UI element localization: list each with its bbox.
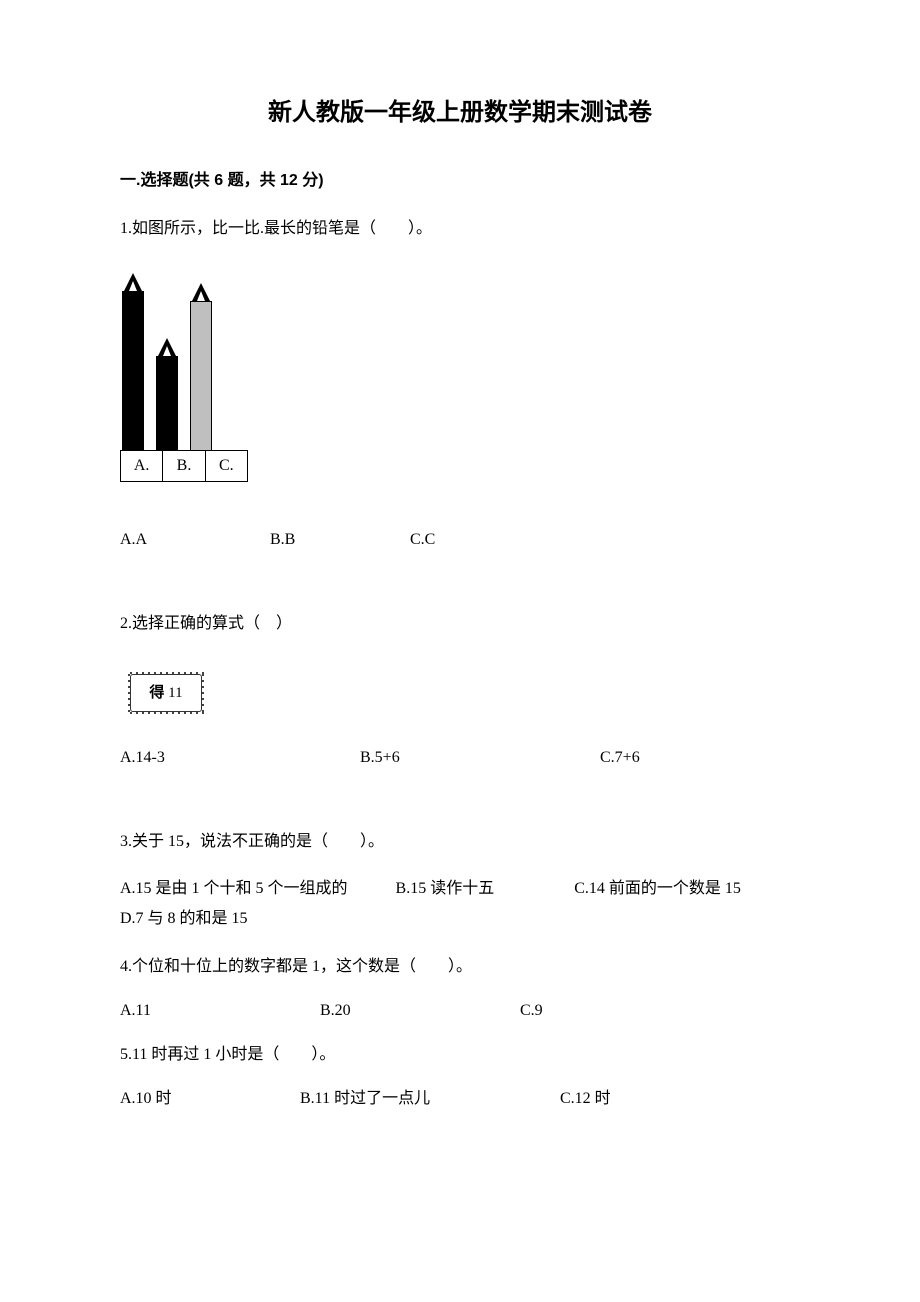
q5-option-a: A.10 时 — [120, 1087, 300, 1111]
pencil-label-b: B. — [163, 451, 205, 481]
q5-text: 5.11 时再过 1 小时是（ ）。 — [120, 1043, 800, 1067]
q2-options: A.14-3 B.5+6 C.7+6 — [120, 746, 800, 770]
q2-card: 得 11 — [130, 674, 202, 712]
q2-card-bold: 得 — [149, 684, 164, 701]
q4-option-c: C.9 — [520, 999, 543, 1023]
q2-card-num: 11 — [168, 685, 182, 701]
q4-option-b: B.20 — [320, 999, 520, 1023]
q2-text: 2.选择正确的算式（ ） — [120, 612, 800, 636]
page-title: 新人教版一年级上册数学期末测试卷 — [120, 95, 800, 131]
q5-options: A.10 时 B.11 时过了一点儿 C.12 时 — [120, 1087, 800, 1111]
q3-options: A.15 是由 1 个十和 5 个一组成的 B.15 读作十五 C.14 前面的… — [120, 874, 800, 935]
q5-option-c: C.12 时 — [560, 1087, 611, 1111]
q2-option-c: C.7+6 — [600, 746, 640, 770]
q1-option-a: A.A — [120, 528, 270, 552]
q5-option-b: B.11 时过了一点儿 — [300, 1087, 560, 1111]
q4-options: A.11 B.20 C.9 — [120, 999, 800, 1023]
q4-text: 4.个位和十位上的数字都是 1，这个数是（ ）。 — [120, 955, 800, 979]
q3-text: 3.关于 15，说法不正确的是（ ）。 — [120, 830, 800, 854]
q1-option-c: C.C — [410, 528, 435, 552]
q2-option-b: B.5+6 — [360, 746, 600, 770]
q4-option-a: A.11 — [120, 999, 320, 1023]
pencil-b — [156, 338, 178, 451]
section-heading: 一.选择题(共 6 题，共 12 分) — [120, 169, 800, 193]
pencil-label-c: C. — [206, 451, 247, 481]
q1-options: A.A B.B C.C — [120, 528, 800, 552]
q2-option-a: A.14-3 — [120, 746, 360, 770]
pencil-label-a: A. — [121, 451, 163, 481]
q1-option-b: B.B — [270, 528, 410, 552]
q1-figure: A. B. C. — [120, 261, 800, 482]
q1-text: 1.如图所示，比一比.最长的铅笔是（ ）。 — [120, 217, 800, 241]
pencil-a — [122, 273, 144, 451]
pencil-c — [190, 283, 212, 451]
